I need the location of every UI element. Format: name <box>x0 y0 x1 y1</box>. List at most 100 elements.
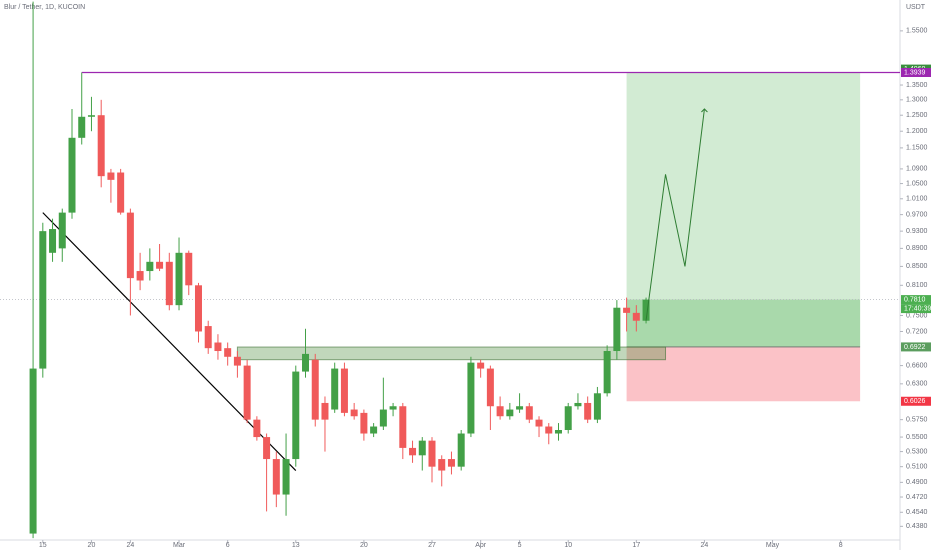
candle-body <box>409 447 417 456</box>
price-label: 0.6922 <box>904 344 926 351</box>
candle-body <box>399 406 407 448</box>
candle-body <box>350 409 358 417</box>
countdown: 17:40:39 <box>904 305 931 312</box>
countdown-box <box>901 304 931 314</box>
x-tick-label: 20 <box>88 542 96 549</box>
price-label: 0.7810 <box>904 296 926 303</box>
candle-body <box>282 459 290 495</box>
candle-body <box>204 326 212 349</box>
y-tick-label: 1.3500 <box>906 82 928 89</box>
y-tick-label: 0.5300 <box>906 448 928 455</box>
y-tick-label: 0.4720 <box>906 494 928 501</box>
candle-body <box>593 393 601 420</box>
candle-body <box>418 440 426 456</box>
candle-body <box>340 368 348 413</box>
support-zone <box>236 346 667 361</box>
candle-body <box>68 137 76 213</box>
candle-body <box>49 229 57 253</box>
x-tick-label: 10 <box>564 542 572 549</box>
candle-body <box>87 115 95 117</box>
candle-body <box>165 261 173 306</box>
x-tick-label: 24 <box>701 542 709 549</box>
candle-body <box>292 371 300 460</box>
candle-body <box>263 437 271 460</box>
candle-body <box>311 359 319 420</box>
candle-body <box>136 271 144 281</box>
candle-body <box>613 307 621 352</box>
y-tick-label: 0.5500 <box>906 434 928 441</box>
candle-body <box>97 115 105 177</box>
y-tick-label: 1.0900 <box>906 166 928 173</box>
x-tick-label: May <box>766 542 780 549</box>
candle-body <box>584 402 592 420</box>
price-label-box <box>901 67 931 77</box>
candle-body <box>506 409 514 417</box>
y-tick-label: 0.8900 <box>906 245 928 252</box>
y-tick-label: 1.2000 <box>906 128 928 135</box>
candle-body <box>39 231 47 369</box>
candle-body <box>146 261 154 272</box>
candle-body <box>126 212 134 279</box>
y-tick-label: 0.6600 <box>906 362 928 369</box>
y-tick-label: 0.8100 <box>906 282 928 289</box>
candle-body <box>233 356 241 366</box>
x-tick-label: Mar <box>173 542 186 549</box>
y-tick-label: 0.8500 <box>906 263 928 270</box>
x-tick-label: 13 <box>292 542 300 549</box>
candle-body <box>623 307 631 313</box>
candle-body <box>545 426 553 434</box>
candle-body <box>389 406 397 410</box>
open-profit <box>626 299 861 347</box>
x-tick-label: 17 <box>632 542 640 549</box>
candle-body <box>243 365 251 420</box>
y-tick-label: 0.5100 <box>906 464 928 471</box>
candle-body <box>78 116 86 138</box>
candle-body <box>117 172 125 213</box>
candle-body <box>447 459 455 467</box>
price-label-box <box>901 295 931 305</box>
candle-body <box>428 440 436 467</box>
candle-body <box>574 402 582 407</box>
candle-body <box>554 430 562 434</box>
candle-body <box>360 412 368 434</box>
price-label-box <box>901 342 931 352</box>
y-tick-label: 0.4900 <box>906 479 928 486</box>
y-tick-label: 1.3000 <box>906 97 928 104</box>
candle-body <box>525 406 533 420</box>
candle-body <box>253 419 261 438</box>
candle-body <box>477 362 485 369</box>
y-tick-label: 1.0500 <box>906 180 928 187</box>
candle-body <box>370 426 378 434</box>
x-tick-label: 20 <box>360 542 368 549</box>
y-tick-label: 0.4380 <box>906 523 928 530</box>
candle-body <box>29 368 37 534</box>
x-tick-label: 5 <box>518 542 522 549</box>
target-zone <box>626 72 861 347</box>
y-tick-label: 0.7200 <box>906 328 928 335</box>
y-tick-label: 0.6300 <box>906 381 928 388</box>
y-axis-label: USDT <box>906 4 926 11</box>
y-tick-label: 0.9700 <box>906 211 928 218</box>
candle-body <box>272 459 280 495</box>
candle-body <box>194 285 202 332</box>
projection-path <box>645 108 705 321</box>
x-tick-label: 8 <box>839 542 843 549</box>
candle-body <box>467 362 475 434</box>
candle-body <box>603 351 611 394</box>
x-tick-label: 6 <box>226 542 230 549</box>
x-tick-label: 27 <box>428 542 436 549</box>
y-tick-label: 0.9300 <box>906 228 928 235</box>
candle-body <box>535 419 543 427</box>
y-tick-label: 0.7500 <box>906 312 928 319</box>
candle-body <box>224 348 232 357</box>
candle-body <box>438 459 446 471</box>
candle-body <box>632 312 640 321</box>
y-tick-label: 0.4540 <box>906 509 928 516</box>
x-tick-label: Apr <box>475 542 487 549</box>
candle-body <box>214 342 222 352</box>
candle-body <box>379 409 387 427</box>
candle-body <box>516 406 524 410</box>
x-tick-label: 15 <box>39 542 47 549</box>
